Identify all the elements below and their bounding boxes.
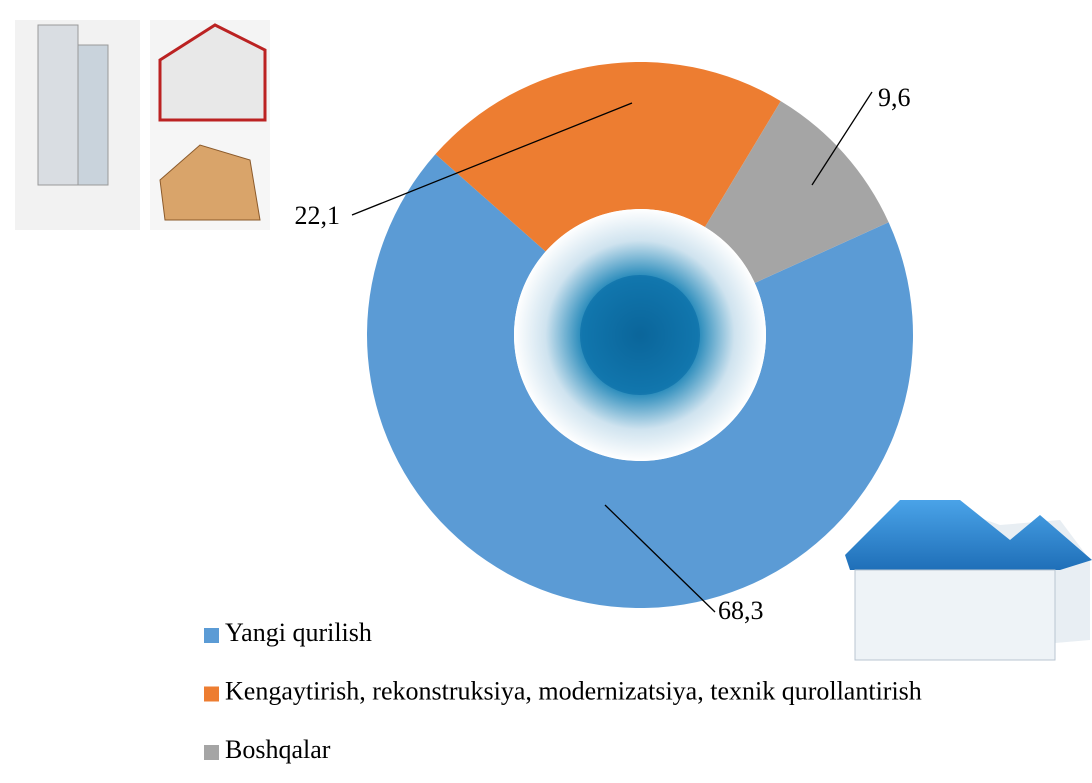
- data-label: 68,3: [718, 596, 764, 625]
- house-illustration: [845, 500, 1092, 661]
- leader-line: [351, 102, 633, 216]
- center-globe: [580, 275, 700, 395]
- donut-segment: [435, 61, 781, 252]
- data-label: 22,1: [295, 201, 341, 230]
- data-label: 9,6: [878, 83, 911, 112]
- leader-line: [811, 91, 873, 186]
- legend-label: Yangi qurilish: [225, 618, 372, 647]
- legend-swatch: [204, 745, 219, 760]
- legend-swatch: [204, 628, 219, 643]
- donut-segment: [704, 101, 889, 283]
- donut-segment: [367, 154, 913, 608]
- legend-label: Boshqalar: [225, 735, 331, 764]
- legend-label: Kengaytirish, rekonstruksiya, modernizat…: [225, 676, 922, 705]
- legend-swatch: [204, 686, 219, 702]
- building-illustration: [15, 20, 270, 230]
- leader-line: [604, 504, 716, 613]
